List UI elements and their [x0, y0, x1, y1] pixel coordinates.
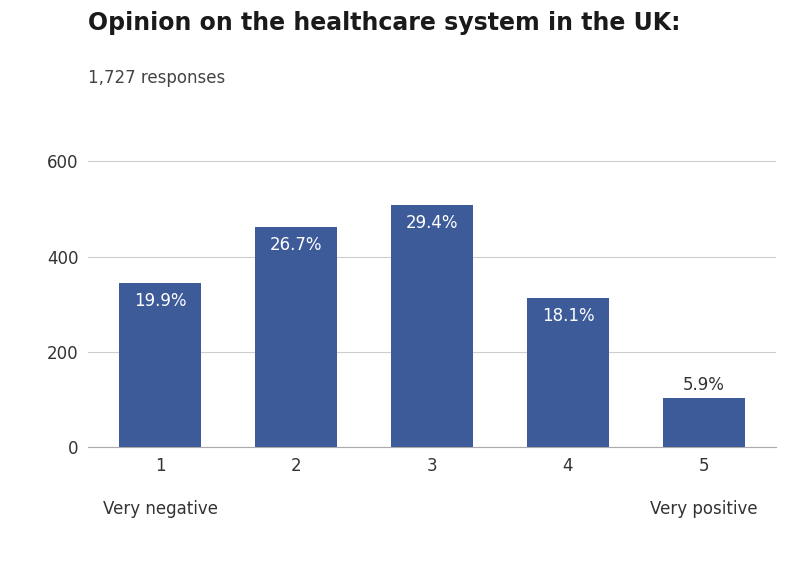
- Text: Very negative: Very negative: [102, 500, 218, 518]
- Text: 18.1%: 18.1%: [542, 307, 594, 324]
- Text: 5.9%: 5.9%: [683, 376, 725, 394]
- Bar: [391, 205, 473, 447]
- Bar: [255, 227, 337, 447]
- Text: Opinion on the healthcare system in the UK:: Opinion on the healthcare system in the …: [88, 11, 681, 36]
- Bar: [663, 398, 745, 447]
- Text: 26.7%: 26.7%: [270, 236, 322, 254]
- Text: 19.9%: 19.9%: [134, 292, 186, 310]
- Bar: [527, 298, 609, 447]
- Text: Very positive: Very positive: [650, 500, 758, 518]
- Text: 29.4%: 29.4%: [406, 214, 458, 231]
- Bar: [119, 283, 201, 447]
- Text: 1,727 responses: 1,727 responses: [88, 69, 226, 87]
